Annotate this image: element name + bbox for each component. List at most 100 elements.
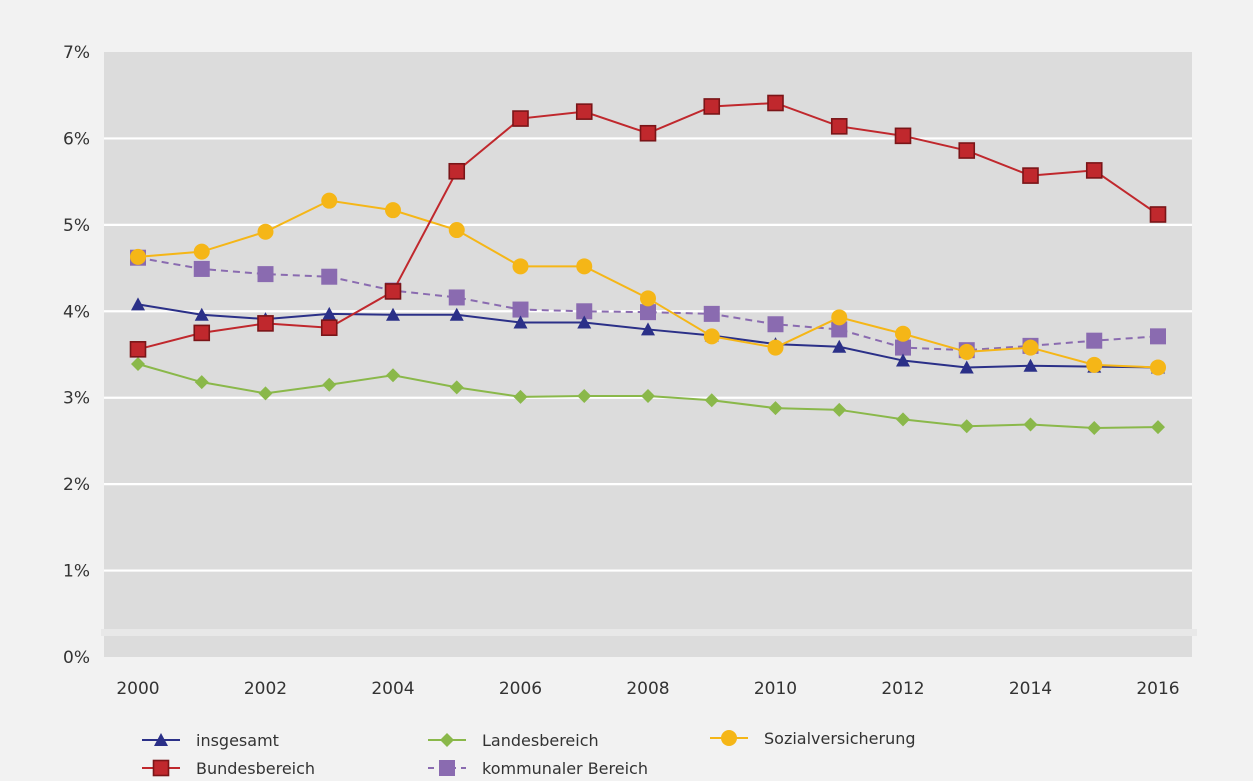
legend-label: insgesamt — [196, 731, 279, 750]
x-tick-label: 2002 — [244, 679, 287, 699]
data-point — [449, 307, 464, 321]
data-point — [831, 309, 848, 326]
data-point — [831, 321, 848, 338]
legend-marker — [152, 759, 170, 777]
data-point — [194, 307, 209, 321]
data-point — [767, 94, 784, 112]
y-axis-labels: 0% 1% 2% 3% 4% 5% 6% 7% — [63, 43, 90, 668]
data-point — [1022, 167, 1039, 184]
data-point — [895, 325, 911, 342]
data-point — [449, 380, 464, 395]
legend-marker — [440, 733, 454, 747]
data-point — [513, 389, 528, 404]
axis-baseline-band — [101, 629, 1197, 636]
y-tick-label: 5% — [63, 216, 90, 236]
data-point — [575, 103, 593, 120]
data-point — [703, 98, 721, 115]
series-group — [129, 94, 1167, 435]
data-point — [322, 377, 337, 392]
data-point — [193, 260, 210, 277]
data-point — [131, 357, 145, 372]
data-point — [384, 283, 402, 300]
data-point — [577, 388, 592, 403]
data-point — [703, 305, 720, 322]
data-point — [767, 339, 784, 356]
data-point — [386, 307, 400, 321]
data-point — [640, 290, 656, 307]
x-axis-labels: 2000 2002 2004 2006 2008 2010 2012 2014 2016 — [116, 679, 1179, 699]
series-line — [137, 256, 1159, 352]
data-point — [512, 301, 529, 318]
data-point — [641, 388, 655, 403]
data-point — [386, 368, 400, 383]
x-tick-label: 2000 — [116, 679, 159, 699]
data-point — [768, 401, 783, 416]
data-point — [448, 222, 465, 239]
data-point — [321, 192, 338, 209]
x-tick-label: 2008 — [626, 679, 669, 699]
data-point — [959, 360, 974, 374]
data-point — [320, 319, 338, 337]
x-tick-label: 2016 — [1136, 679, 1179, 699]
data-point — [958, 142, 976, 159]
data-point — [832, 339, 847, 353]
data-point — [959, 419, 974, 434]
data-point — [512, 110, 529, 127]
data-point — [576, 258, 593, 275]
series-sozialversicherung — [130, 192, 1166, 376]
x-tick-label: 2006 — [499, 679, 542, 699]
data-point — [194, 375, 209, 390]
data-point — [896, 412, 910, 427]
data-point — [958, 343, 975, 360]
data-point — [1150, 359, 1166, 376]
y-tick-label: 0% — [63, 648, 90, 668]
data-point — [385, 202, 401, 219]
data-point — [1022, 339, 1039, 356]
data-point — [257, 223, 274, 240]
data-point — [448, 162, 466, 180]
legend-item-sozialversicherung: Sozialversicherung — [710, 729, 916, 748]
y-tick-label: 3% — [63, 389, 90, 409]
data-point — [767, 316, 784, 333]
x-tick-label: 2004 — [371, 679, 414, 699]
plot-background — [104, 52, 1192, 657]
data-point — [1086, 332, 1103, 349]
legend-marker — [439, 760, 455, 776]
legend-item-landesbereich: Landesbereich — [428, 731, 599, 750]
x-tick-label: 2014 — [1009, 679, 1052, 699]
legend-label: Sozialversicherung — [764, 729, 916, 748]
data-point — [894, 127, 912, 145]
data-point — [193, 243, 210, 260]
legend-marker — [721, 730, 737, 746]
data-point — [576, 303, 593, 320]
legend-item-kommunaler-bereich: kommunaler Bereich — [428, 759, 648, 778]
x-tick-label: 2012 — [881, 679, 924, 699]
data-point — [1087, 420, 1102, 435]
data-point — [129, 341, 147, 358]
legend-item-insgesamt: insgesamt — [142, 731, 279, 750]
data-point — [703, 328, 720, 345]
data-point — [832, 402, 847, 417]
legend-marker — [154, 733, 168, 746]
series-landesbereich — [131, 357, 1165, 435]
data-point — [448, 289, 465, 306]
data-point — [639, 124, 657, 142]
legend-label: kommunaler Bereich — [482, 759, 648, 778]
data-point — [512, 258, 529, 275]
data-point — [1023, 358, 1038, 372]
data-point — [640, 304, 656, 321]
series-bundesbereich — [129, 94, 1167, 358]
x-tick-label: 2010 — [754, 679, 797, 699]
data-point — [257, 315, 274, 332]
legend-item-bundesbereich: Bundesbereich — [142, 759, 315, 778]
legend-label: Landesbereich — [482, 731, 599, 750]
y-tick-label: 4% — [63, 302, 90, 322]
data-point — [513, 315, 528, 329]
legend: insgesamt Bundesbereich Landesbereich kommu… — [142, 729, 916, 778]
data-point — [193, 324, 211, 342]
data-point — [704, 393, 719, 408]
data-point — [1149, 206, 1167, 223]
data-point — [641, 322, 655, 336]
data-point — [830, 118, 848, 135]
